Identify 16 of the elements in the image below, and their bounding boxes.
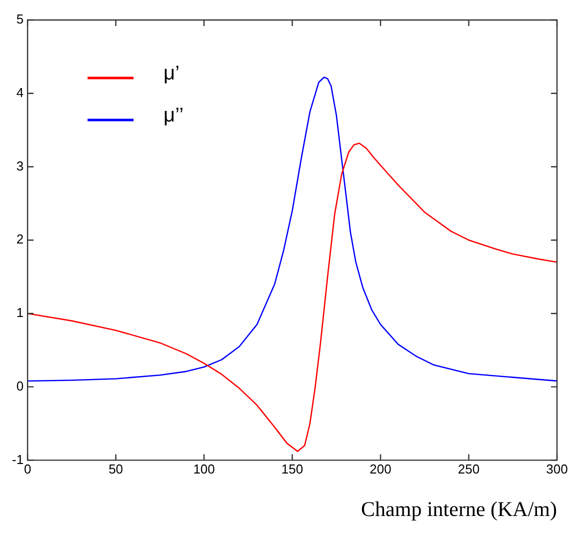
x-tick-label: 50 bbox=[108, 462, 124, 477]
legend-label: μ’ bbox=[164, 62, 180, 85]
x-tick-label: 200 bbox=[370, 462, 392, 477]
y-tick-label: 1 bbox=[16, 305, 24, 320]
y-tick-label: 5 bbox=[16, 12, 24, 27]
x-tick-label: 100 bbox=[193, 462, 215, 477]
legend-label: μ’’ bbox=[164, 104, 184, 127]
x-tick-label: 300 bbox=[546, 462, 568, 477]
x-axis-title: Champ interne (KA/m) bbox=[361, 496, 558, 521]
y-tick-label: 2 bbox=[16, 232, 24, 247]
y-tick-label: 4 bbox=[16, 84, 24, 100]
x-tick-label: 250 bbox=[458, 462, 480, 477]
y-tick-label: 0 bbox=[16, 378, 24, 394]
y-tick-label: 3 bbox=[16, 158, 24, 174]
y-tick-label: -1 bbox=[12, 452, 24, 467]
x-tick-label: 150 bbox=[281, 462, 304, 477]
